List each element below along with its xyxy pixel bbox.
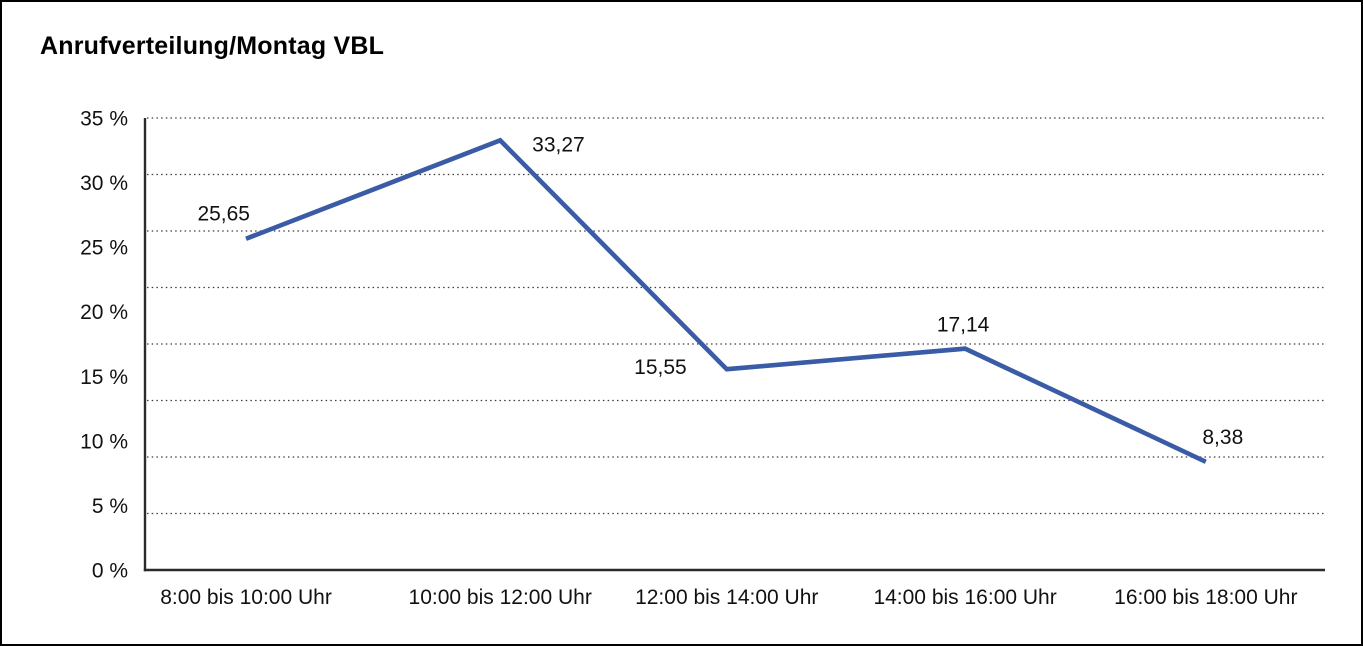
x-tick-label: 16:00 bis 18:00 Uhr <box>1114 586 1297 609</box>
point-value-label: 33,27 <box>532 133 585 156</box>
y-tick-label: 15 % <box>80 366 128 389</box>
series-line <box>245 137 1207 464</box>
x-tick-label: 14:00 bis 16:00 Uhr <box>873 586 1056 609</box>
y-tick-label: 20 % <box>80 301 128 324</box>
x-tick-label: 12:00 bis 14:00 Uhr <box>635 586 818 609</box>
point-value-label: 15,55 <box>634 356 687 379</box>
x-tick-label: 10:00 bis 12:00 Uhr <box>409 586 592 609</box>
y-tick-label: 30 % <box>80 172 128 195</box>
y-tick-label: 0 % <box>92 560 128 583</box>
y-tick-label: 5 % <box>92 495 128 518</box>
y-tick-label: 10 % <box>80 430 128 453</box>
point-value-label: 17,14 <box>937 314 990 337</box>
x-tick-label: 8:00 bis 10:00 Uhr <box>160 586 332 609</box>
y-tick-label: 35 % <box>80 108 128 131</box>
chart-title: Anrufverteilung/Montag VBL <box>40 32 385 60</box>
y-tick-label: 25 % <box>80 237 128 260</box>
point-value-label: 8,38 <box>1202 426 1243 449</box>
point-value-label: 25,65 <box>197 203 250 226</box>
